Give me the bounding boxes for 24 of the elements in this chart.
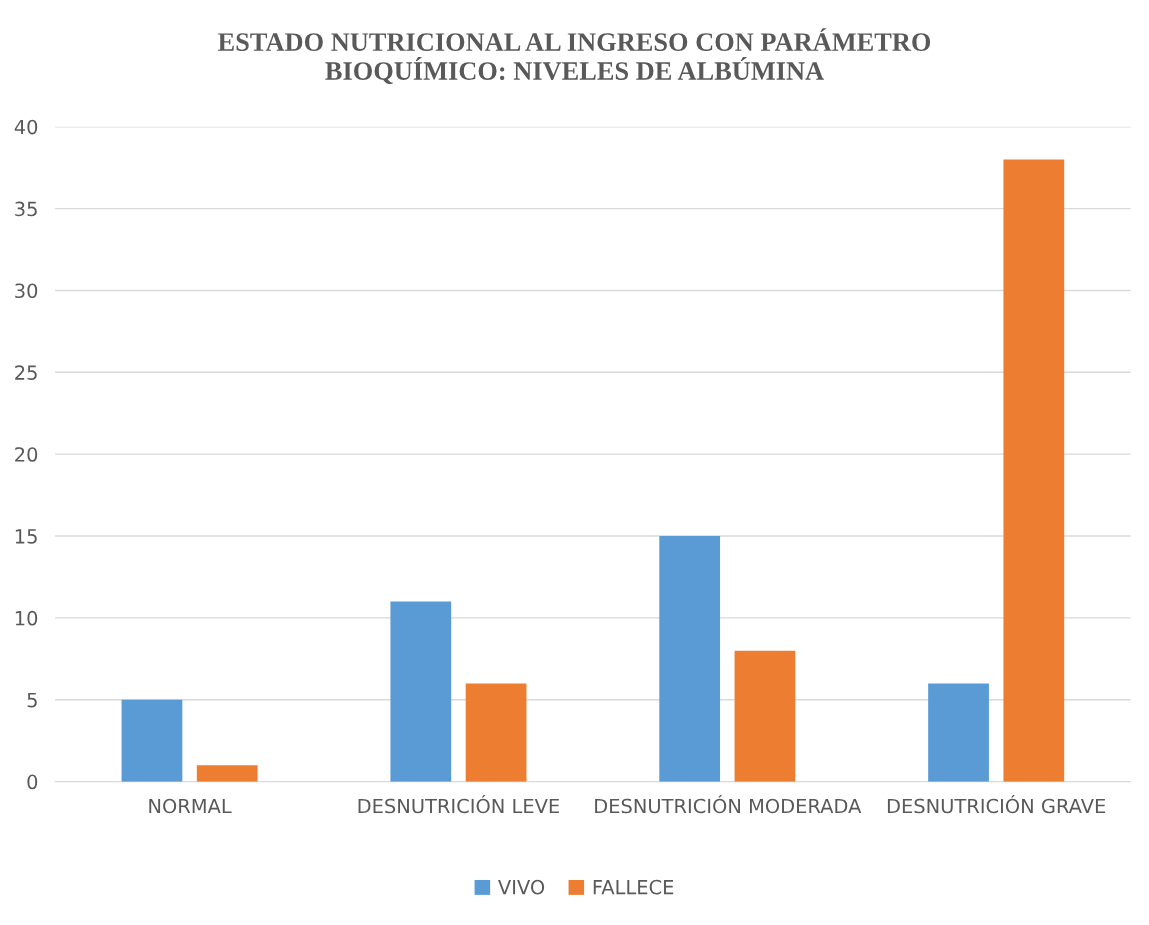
bar	[734, 650, 796, 782]
bar	[196, 765, 258, 782]
bar	[928, 683, 989, 782]
bar	[1003, 159, 1065, 782]
y-tick-label: 35	[15, 201, 37, 217]
bar	[659, 536, 721, 782]
y-tick-label: 10	[15, 610, 38, 626]
y-tick-label: 15	[15, 529, 37, 544]
bar	[390, 601, 452, 782]
legend-label: VIVO	[498, 879, 545, 895]
y-tick-label: 0	[27, 774, 38, 790]
y-tick-label: 5	[27, 692, 37, 708]
legend-label: FALLECE	[593, 879, 674, 895]
x-tick-label: NORMAL	[149, 798, 232, 814]
y-tick-label: 30	[15, 283, 38, 299]
y-tick-label: 40	[14, 119, 38, 135]
y-tick-label: 20	[15, 447, 38, 462]
bar	[465, 683, 527, 782]
x-tick-label: DESNUTRICIÓN MODERADA	[595, 795, 862, 814]
y-tick-label: 25	[15, 365, 37, 380]
x-tick-label: DESNUTRICIÓN LEVE	[358, 795, 559, 814]
x-tick-label: DESNUTRICIÓN GRAVE	[887, 795, 1106, 814]
bar	[121, 699, 183, 782]
chart-title: ESTADO NUTRICIONAL AL INGRESO CON PARÁMETRO BIOQUÍMICO: NIVELES DE ALBÚMINA	[218, 28, 931, 84]
